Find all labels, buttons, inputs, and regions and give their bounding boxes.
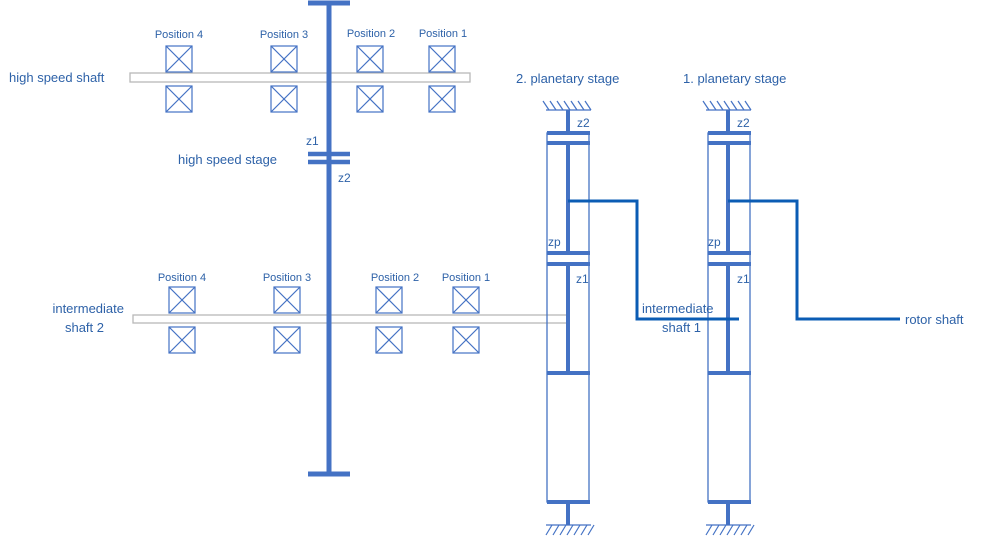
hs-bearing-1-bottom [428, 85, 456, 113]
rotor-shaft-label: rotor shaft [905, 312, 964, 327]
rotor-shaft-connector [728, 199, 900, 321]
is-bearing-1-top [452, 286, 480, 314]
hs-bearing-3-bottom [270, 85, 298, 113]
hs-bearing-4-bottom [165, 85, 193, 113]
intermediate-shaft-1-connector [568, 199, 739, 321]
intermediate-shaft-2 [132, 314, 570, 324]
intermediate-shaft-2-label-line1: intermediate [52, 301, 124, 316]
intermediate-shaft-2-label-line2: shaft 2 [65, 320, 104, 335]
is-bearing-3-bottom [273, 326, 301, 354]
is-bearing-4-bottom [168, 326, 196, 354]
is-bearing-2-top [375, 286, 403, 314]
is-position-4-label: Position 4 [158, 272, 206, 284]
hs-z1-label: z1 [306, 134, 319, 148]
is-bearing-2-bottom [375, 326, 403, 354]
intermediate-shaft-1-label-line1: intermediate [642, 301, 714, 316]
ps1-z1-label: z1 [737, 272, 750, 286]
is-bearing-3-top [273, 286, 301, 314]
planetary-stage-1-label: 1. planetary stage [683, 71, 786, 86]
ps1-z2-label: z2 [737, 116, 750, 130]
ps1-bottom-ground-hatch [705, 524, 755, 536]
ps2-z2-label: z2 [577, 116, 590, 130]
ps2-top-ground-hatch [542, 100, 592, 111]
hs-position-2-label: Position 2 [347, 28, 395, 40]
is-bearing-1-bottom [452, 326, 480, 354]
is-position-3-label: Position 3 [263, 272, 311, 284]
hs-bearing-2-bottom [356, 85, 384, 113]
is-position-1-label: Position 1 [442, 272, 490, 284]
hs-z2-label: z2 [338, 171, 351, 185]
high-speed-stage-label: high speed stage [178, 152, 277, 167]
hs-bearing-3-top [270, 45, 298, 73]
hs-position-1-label: Position 1 [419, 28, 467, 40]
ps2-z1-label: z1 [576, 272, 589, 286]
hs-bearing-2-top [356, 45, 384, 73]
intermediate-shaft-1-label-line2: shaft 1 [662, 320, 701, 335]
ps2-zp-label: zp [548, 235, 561, 249]
ps2-bottom-ground-hatch [545, 524, 595, 536]
ps1-top-ground-hatch [702, 100, 752, 111]
hs-position-3-label: Position 3 [260, 29, 308, 41]
hs-position-4-label: Position 4 [155, 29, 203, 41]
planetary-stage-2-label: 2. planetary stage [516, 71, 619, 86]
high-speed-shaft [129, 72, 471, 83]
ps1-zp-label: zp [708, 235, 721, 249]
is-position-2-label: Position 2 [371, 272, 419, 284]
high-speed-shaft-label: high speed shaft [9, 70, 105, 85]
hs-bearing-4-top [165, 45, 193, 73]
is-bearing-4-top [168, 286, 196, 314]
hs-bearing-1-top [428, 45, 456, 73]
